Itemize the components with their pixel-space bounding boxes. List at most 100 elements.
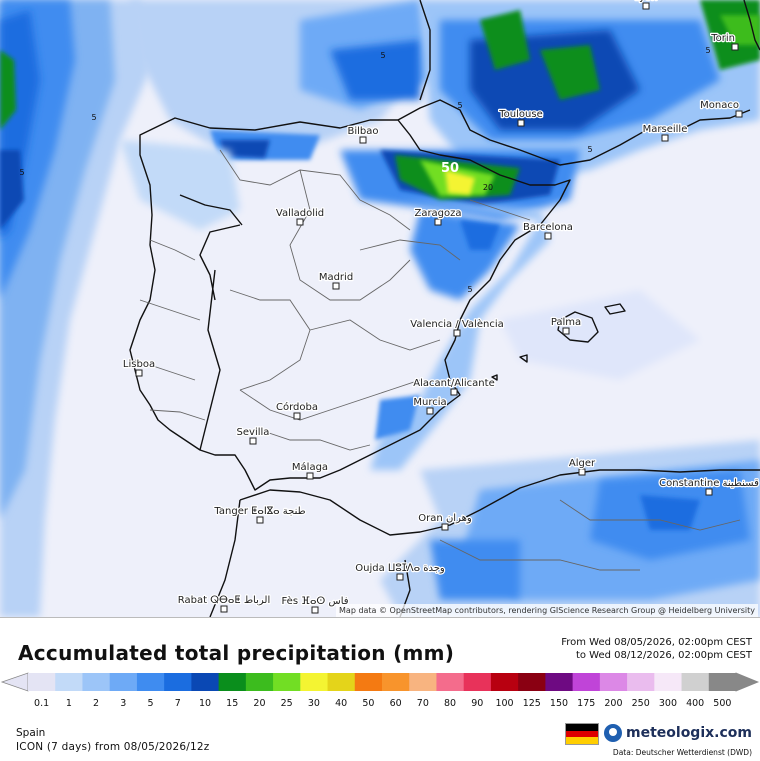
scale-swatch — [599, 673, 628, 691]
city-label: Palma — [551, 317, 581, 328]
scale-swatch — [654, 673, 683, 691]
city-marker: Toulouse — [497, 108, 544, 127]
city-label: Alger — [569, 458, 596, 469]
data-source: Data: Deutscher Wetterdienst (DWD) — [612, 748, 752, 757]
scale-value: 400 — [686, 698, 705, 709]
scale-value: 7 — [174, 698, 181, 709]
scale-swatch — [191, 673, 220, 691]
city-marker: Monaco — [699, 99, 743, 118]
city-dot — [256, 516, 264, 524]
scale-value: 70 — [416, 698, 429, 709]
model-run: ICON (7 days) from 08/05/2026/12z — [16, 741, 210, 753]
city-marker: Tanger ⵟⴰⵏⴵⴰ طنجة — [212, 505, 307, 524]
city-dot — [705, 488, 713, 496]
city-label: Valladolid — [276, 208, 324, 219]
city-dot — [735, 110, 743, 118]
scale-value: 3 — [120, 698, 127, 709]
city-label: Tanger ⵟⴰⵏⴵⴰ طنجة — [213, 506, 305, 517]
contour-label: 5 — [705, 46, 710, 55]
date-range: From Wed 08/05/2026, 02:00pm CEST to Wed… — [561, 636, 752, 662]
scale-value: 150 — [549, 698, 569, 709]
map-canvas: 5 5 5 5 5 5 5 50 20 Lyon Torin Monaco Toulouse Marse… — [0, 0, 760, 617]
date-from: From Wed 08/05/2026, 02:00pm CEST — [561, 637, 752, 648]
contour-labels: 5 5 5 5 5 5 5 50 20 — [19, 46, 710, 294]
brand-name: meteologix.com — [626, 725, 752, 741]
city-marker: Madrid — [318, 271, 354, 290]
scale-value: 0.1 — [34, 698, 50, 709]
scale-swatch — [164, 673, 192, 691]
city-label: Torin — [710, 33, 735, 44]
map-attribution[interactable]: Map data © OpenStreetMap contributors, r… — [336, 604, 758, 617]
scale-value: 30 — [307, 698, 320, 709]
scale-swatch — [245, 673, 274, 691]
scale-value: 300 — [658, 698, 677, 709]
admin-borders — [134, 149, 741, 571]
city-dot — [562, 327, 570, 335]
scale-swatch — [218, 673, 247, 691]
city-marker: Torin — [709, 32, 739, 51]
city-dot — [306, 472, 314, 480]
city-dot — [332, 282, 340, 290]
scale-swatch — [300, 673, 329, 691]
city-marker: Palma — [550, 316, 582, 335]
city-marker: Valladolid — [275, 207, 325, 226]
scale-swatch — [55, 673, 83, 691]
scale-value: 5 — [147, 698, 154, 709]
germany-flag-icon — [565, 723, 599, 745]
city-marker: Oran وهران — [417, 512, 473, 531]
scale-value: 2 — [93, 698, 100, 709]
city-dot — [293, 412, 301, 420]
scale-swatch — [681, 673, 710, 691]
city-dot — [450, 388, 458, 396]
color-scale-labels: 0.1 1 2 3 5 7 10 15 20 25 30 40 50 60 70 80 90 100 125 150 1… — [0, 698, 760, 712]
scale-swatch — [463, 673, 492, 691]
scale-value: 80 — [444, 698, 457, 709]
scale-value: 25 — [280, 698, 293, 709]
city-dot — [296, 218, 304, 226]
city-label: Marseille — [643, 124, 688, 135]
scale-swatch — [436, 673, 465, 691]
city-dot — [544, 232, 552, 240]
city-dot — [731, 43, 739, 51]
city-marker: Marseille — [641, 123, 689, 142]
city-label: Rabat ⵕⴱⴰⵟ الرباط — [178, 595, 270, 606]
city-dot — [434, 218, 442, 226]
scale-value: 1 — [65, 698, 72, 709]
brand-logo[interactable]: meteologix.com — [604, 722, 752, 744]
city-dot — [661, 134, 669, 142]
city-dot — [517, 119, 525, 127]
scale-swatch — [273, 673, 301, 691]
scale-swatch — [572, 673, 601, 691]
city-dot — [642, 2, 650, 10]
city-label: Málaga — [292, 461, 328, 473]
city-marker: Sevilla — [235, 426, 271, 445]
city-marker: Oujda ⵡⵓⵊⴷⴰ وجدة — [354, 562, 446, 581]
scale-value: 15 — [226, 698, 239, 709]
city-label: Oran وهران — [418, 513, 472, 524]
scale-arrow-right — [735, 672, 760, 692]
scale-value: 100 — [495, 698, 514, 709]
scale-swatch — [109, 673, 138, 691]
flag-stripe — [566, 724, 598, 731]
scale-swatch — [382, 673, 410, 691]
city-label: Valencia / València — [410, 318, 503, 330]
scale-value: 10 — [198, 698, 212, 709]
city-label: Oujda ⵡⵓⵊⴷⴰ وجدة — [355, 563, 445, 574]
city-dot — [359, 136, 367, 144]
precipitation-map[interactable]: 5 5 5 5 5 5 5 50 20 Lyon Torin Monaco Toulouse Marse… — [0, 0, 760, 617]
scale-value: 20 — [253, 698, 266, 709]
scale-value: 40 — [335, 698, 348, 709]
scale-swatch — [545, 673, 574, 691]
city-marker: Fès ⴼⴰⵙ فاس — [280, 594, 350, 614]
flag-stripe — [566, 730, 598, 738]
city-marker: Alger — [568, 457, 597, 476]
city-dot — [578, 468, 586, 476]
contour-label: 50 — [441, 161, 459, 176]
contour-label: 20 — [483, 183, 493, 192]
city-label: Lisboa — [123, 359, 155, 370]
city-label: Bilbao — [347, 126, 378, 137]
scale-value: 60 — [389, 698, 402, 709]
date-to: to Wed 08/12/2026, 02:00pm CEST — [575, 650, 752, 661]
scale-swatch — [627, 673, 655, 691]
scale-swatch — [354, 673, 383, 691]
